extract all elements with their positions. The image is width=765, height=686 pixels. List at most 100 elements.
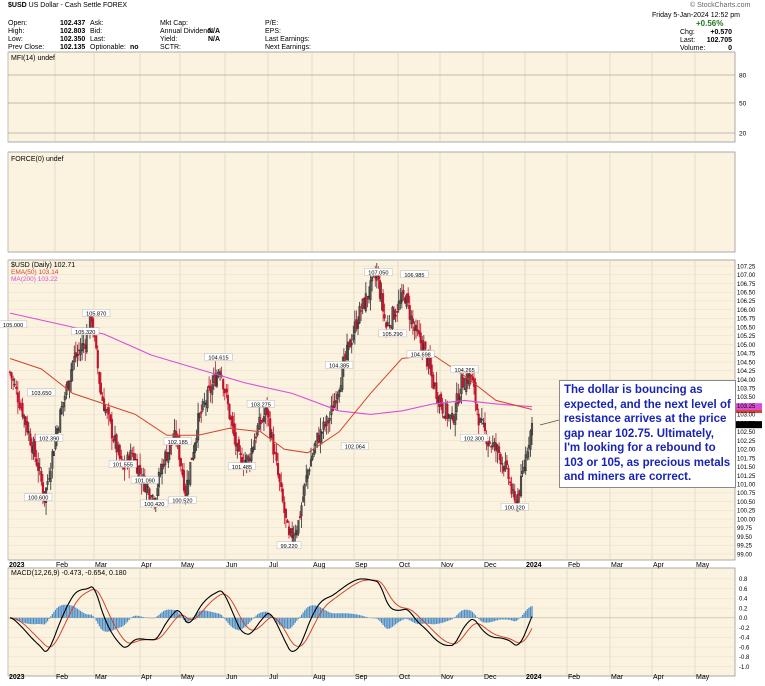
macd-histogram-bar xyxy=(121,618,122,627)
macd-histogram-bar xyxy=(323,609,324,618)
macd-histogram-bar xyxy=(492,618,493,622)
candle-body xyxy=(407,293,409,302)
macd-histogram-bar xyxy=(428,618,429,624)
macd-histogram-bar xyxy=(22,618,23,623)
macd-histogram-bar xyxy=(163,611,164,618)
price-y-tick-label: 106.50 xyxy=(737,290,756,296)
candle-body xyxy=(15,387,17,389)
candle-body xyxy=(279,474,281,481)
macd-histogram-bar xyxy=(397,618,398,623)
macd-histogram-bar xyxy=(306,609,307,618)
macd-histogram-bar xyxy=(450,618,451,620)
commentary-annotation: The dollar is bouncing as expected, and … xyxy=(559,380,736,488)
macd-histogram-bar xyxy=(309,606,310,618)
macd-histogram-bar xyxy=(495,618,496,621)
macd-histogram-bar xyxy=(367,617,368,618)
candle-body xyxy=(287,520,289,522)
candle-body xyxy=(240,453,242,454)
quote-field-value: 102.135 xyxy=(60,44,85,52)
macd-histogram-bar xyxy=(124,618,125,625)
macd-x-tick-label: Oct xyxy=(399,674,410,681)
macd-histogram-bar xyxy=(47,618,48,621)
price-y-tick-label: 104.75 xyxy=(737,352,756,358)
brand-credit: © StockCharts.com xyxy=(690,2,750,10)
macd-histogram-bar xyxy=(332,613,333,618)
macd-histogram-bar xyxy=(157,616,158,618)
macd-histogram-bar xyxy=(296,618,297,621)
macd-histogram-bar xyxy=(45,618,46,623)
macd-histogram-bar xyxy=(473,613,474,617)
macd-y-tick-label: 0.8 xyxy=(739,577,748,583)
quote-field-label: Volume: xyxy=(680,45,705,53)
quote-field-value: +0.570 xyxy=(710,29,732,37)
macd-y-tick-label: 0.6 xyxy=(739,587,748,593)
macd-histogram-bar xyxy=(288,618,289,629)
price-y-tick-label: 103.00 xyxy=(737,413,756,419)
macd-histogram-bar xyxy=(477,617,478,618)
macd-histogram-bar xyxy=(412,618,413,622)
macd-histogram-bar xyxy=(143,617,144,618)
macd-histogram-bar xyxy=(191,618,192,619)
macd-histogram-bar xyxy=(221,615,222,618)
macd-histogram-bar xyxy=(456,615,457,618)
macd-histogram-bar xyxy=(56,608,57,618)
price-y-tick-label: 106.00 xyxy=(737,308,756,314)
price-label: 104.385 xyxy=(329,364,349,370)
macd-histogram-bar xyxy=(381,618,382,623)
macd-histogram-bar xyxy=(99,618,100,626)
macd-histogram-bar xyxy=(74,607,75,618)
macd-histogram-bar xyxy=(364,616,365,618)
price-panel-label: $USD (Daily) 102.71 xyxy=(11,262,75,269)
macd-histogram-bar xyxy=(400,618,401,621)
macd-histogram-bar xyxy=(119,618,120,628)
candle-body xyxy=(99,372,101,383)
macd-histogram-bar xyxy=(514,618,515,622)
candle-body xyxy=(489,442,491,444)
macd-histogram-bar xyxy=(155,617,156,618)
macd-histogram-bar xyxy=(445,618,446,622)
candle-body xyxy=(299,516,301,517)
macd-x-tick-label: Nov xyxy=(441,674,454,681)
macd-histogram-bar xyxy=(342,613,343,618)
macd-histogram-bar xyxy=(135,616,136,618)
macd-histogram-bar xyxy=(88,615,89,618)
macd-histogram-bar xyxy=(53,612,54,618)
macd-histogram-bar xyxy=(160,613,161,617)
candle-body xyxy=(108,407,110,414)
macd-histogram-bar xyxy=(511,618,512,621)
macd-histogram-bar xyxy=(384,618,385,627)
macd-histogram-bar xyxy=(525,611,526,618)
macd-histogram-bar xyxy=(259,613,260,618)
price-y-tick-label: 100.50 xyxy=(737,500,756,506)
macd-histogram-bar xyxy=(439,618,440,624)
price-y-tick-label: 102.75 xyxy=(737,421,756,427)
price-label: 105.290 xyxy=(382,332,402,338)
macd-histogram-bar xyxy=(503,618,504,620)
macd-histogram-bar xyxy=(324,610,325,618)
macd-histogram-bar xyxy=(348,613,349,617)
macd-histogram-bar xyxy=(60,606,61,618)
quote-field-label: High: xyxy=(8,28,24,36)
price-label: 102.390 xyxy=(39,436,59,442)
macd-histogram-bar xyxy=(118,618,119,628)
macd-histogram-bar xyxy=(489,618,490,623)
macd-histogram-bar xyxy=(343,613,344,618)
candle-body xyxy=(12,379,14,380)
price-y-tick-label: 103.50 xyxy=(737,395,756,401)
price-y-tick-label: 101.50 xyxy=(737,465,756,471)
price-label: 99.220 xyxy=(280,544,297,550)
macd-histogram-bar xyxy=(34,618,35,624)
price-y-tick-label: 102.50 xyxy=(737,430,756,436)
macd-histogram-bar xyxy=(433,618,434,624)
macd-histogram-bar xyxy=(31,618,32,624)
macd-histogram-bar xyxy=(41,618,42,624)
price-y-tick-label: 101.00 xyxy=(737,482,756,488)
macd-histogram-bar xyxy=(27,618,28,624)
macd-histogram-bar xyxy=(216,613,217,618)
price-y-tick-label: 105.00 xyxy=(737,343,756,349)
macd-x-tick-label: Jun xyxy=(226,674,237,681)
quote-field-label: Yield: xyxy=(160,36,177,44)
quote-field-value: 102.803 xyxy=(60,28,85,36)
price-label: 105.870 xyxy=(86,311,106,317)
macd-histogram-bar xyxy=(480,618,481,621)
